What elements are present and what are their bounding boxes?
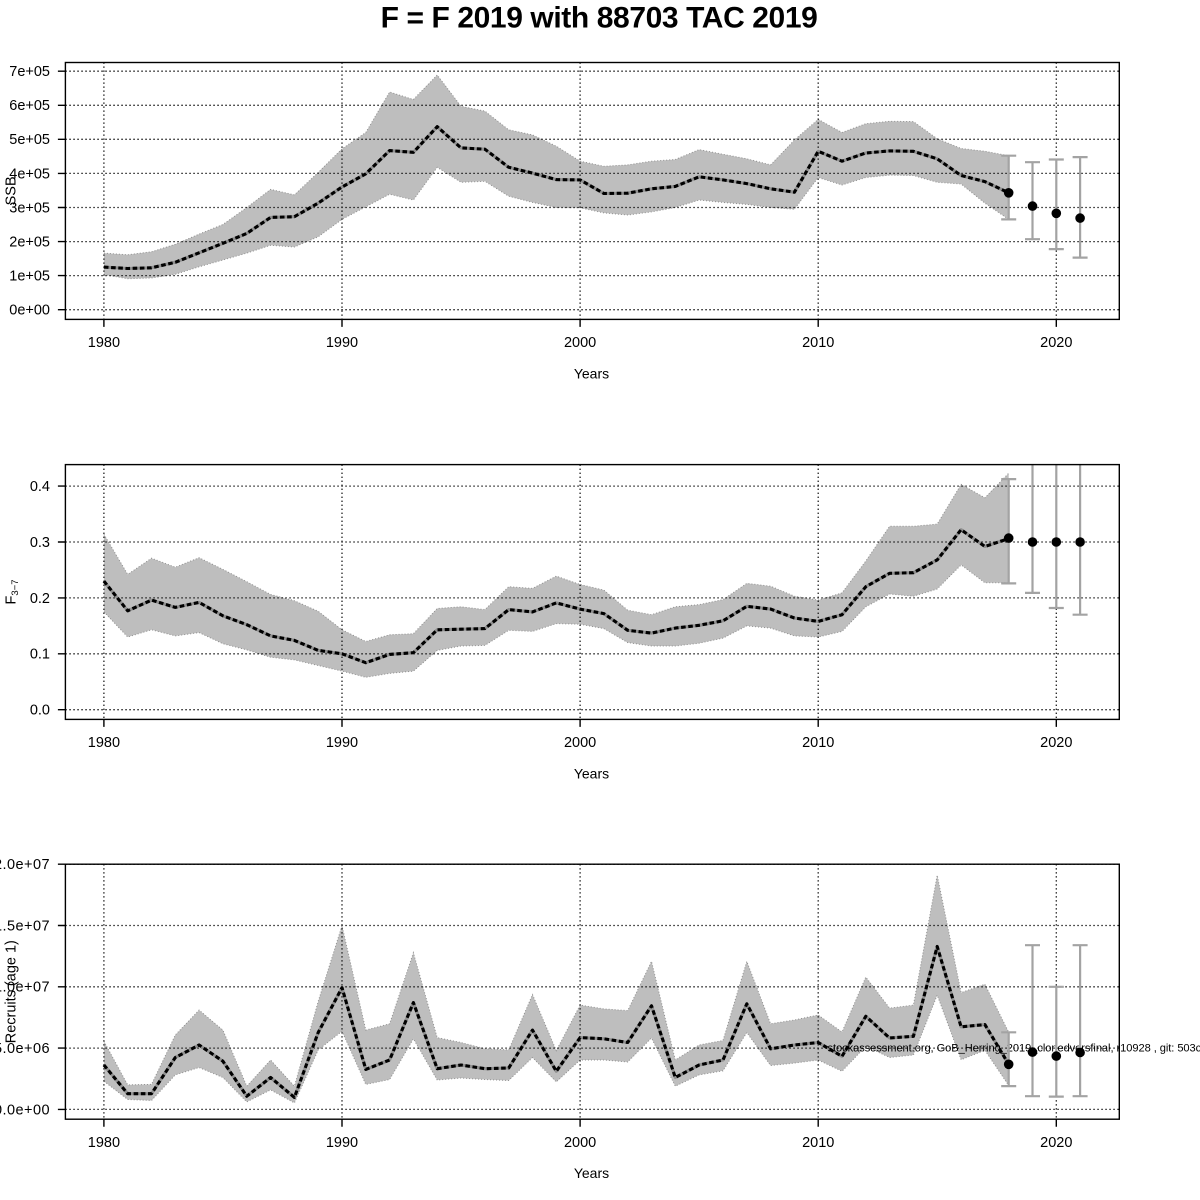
svg-text:1990: 1990 [326, 335, 358, 351]
svg-text:0.0e+00: 0.0e+00 [0, 1102, 50, 1118]
svg-text:Years: Years [574, 765, 609, 781]
svg-text:2010: 2010 [802, 735, 834, 751]
svg-text:6e+05: 6e+05 [9, 98, 50, 114]
svg-text:5.0e+06: 5.0e+06 [0, 1041, 50, 1057]
svg-text:2020: 2020 [1040, 1135, 1072, 1151]
svg-text:3e+05: 3e+05 [9, 200, 50, 216]
svg-text:4e+05: 4e+05 [9, 166, 50, 182]
svg-text:0.3: 0.3 [30, 535, 50, 551]
svg-text:1980: 1980 [88, 335, 120, 351]
svg-text:2010: 2010 [802, 1135, 834, 1151]
svg-text:1980: 1980 [88, 735, 120, 751]
svg-text:Years: Years [574, 365, 609, 381]
svg-text:2010: 2010 [802, 335, 834, 351]
svg-text:2000: 2000 [564, 1135, 596, 1151]
svg-text:F = F 2019 with 88703 TAC 2019: F = F 2019 with 88703 TAC 2019 [381, 2, 818, 35]
svg-text:stockassessment.org, GoB_Herri: stockassessment.org, GoB_Herring_2019_cl… [828, 1043, 1200, 1055]
svg-text:0.0: 0.0 [30, 703, 50, 719]
svg-text:1990: 1990 [326, 1135, 358, 1151]
svg-text:0.2: 0.2 [30, 591, 50, 607]
svg-text:0.1: 0.1 [30, 647, 50, 663]
svg-text:2000: 2000 [564, 735, 596, 751]
svg-text:7e+05: 7e+05 [9, 64, 50, 80]
svg-text:5e+05: 5e+05 [9, 132, 50, 148]
svg-text:2020: 2020 [1040, 735, 1072, 751]
svg-text:2000: 2000 [564, 335, 596, 351]
svg-text:2.0e+07: 2.0e+07 [0, 857, 50, 873]
svg-text:1e+05: 1e+05 [9, 269, 50, 285]
svg-text:2020: 2020 [1040, 335, 1072, 351]
svg-text:0.4: 0.4 [30, 479, 50, 495]
svg-text:1.0e+07: 1.0e+07 [0, 980, 50, 996]
svg-text:1.5e+07: 1.5e+07 [0, 918, 50, 934]
svg-text:0e+00: 0e+00 [9, 303, 50, 319]
svg-text:Years: Years [574, 1165, 609, 1181]
svg-text:1990: 1990 [326, 735, 358, 751]
svg-text:1980: 1980 [88, 1135, 120, 1151]
svg-text:2e+05: 2e+05 [9, 235, 50, 251]
svg-text:SSB: SSB [4, 176, 20, 205]
svg-text:Recruits (age 1): Recruits (age 1) [4, 940, 20, 1043]
